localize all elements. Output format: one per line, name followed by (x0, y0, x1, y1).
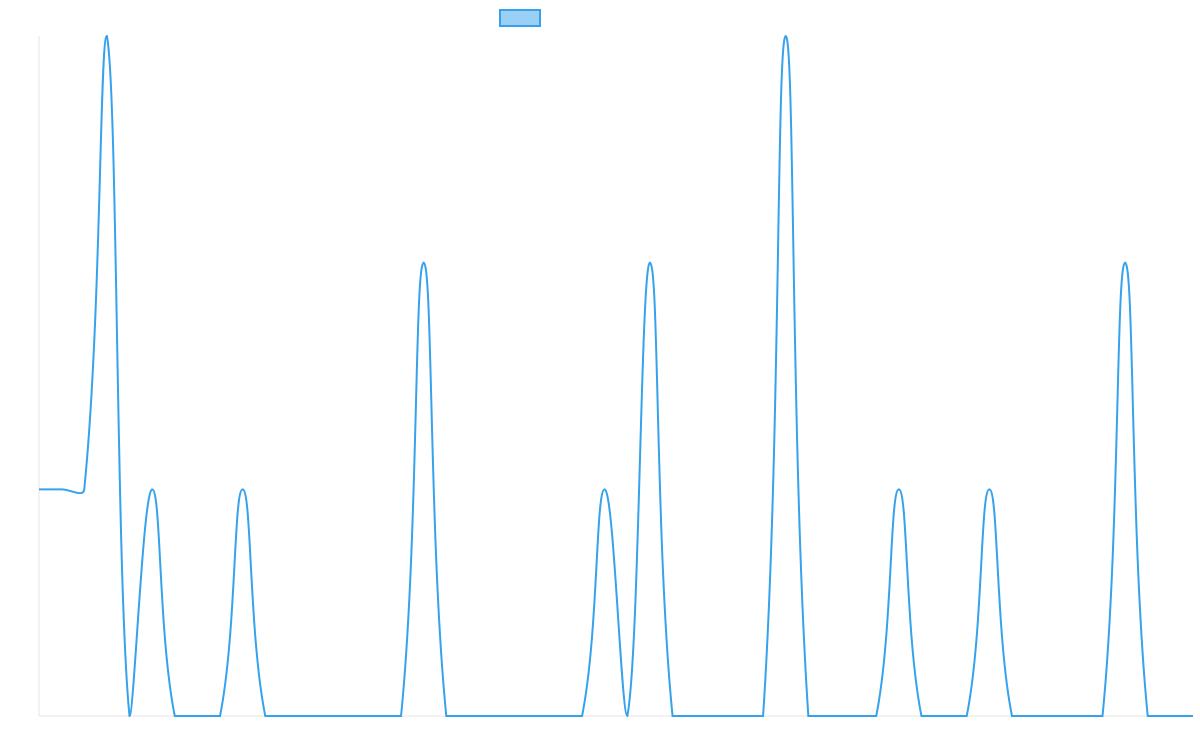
legend-swatch (499, 9, 541, 27)
data-line (38, 34, 1193, 718)
